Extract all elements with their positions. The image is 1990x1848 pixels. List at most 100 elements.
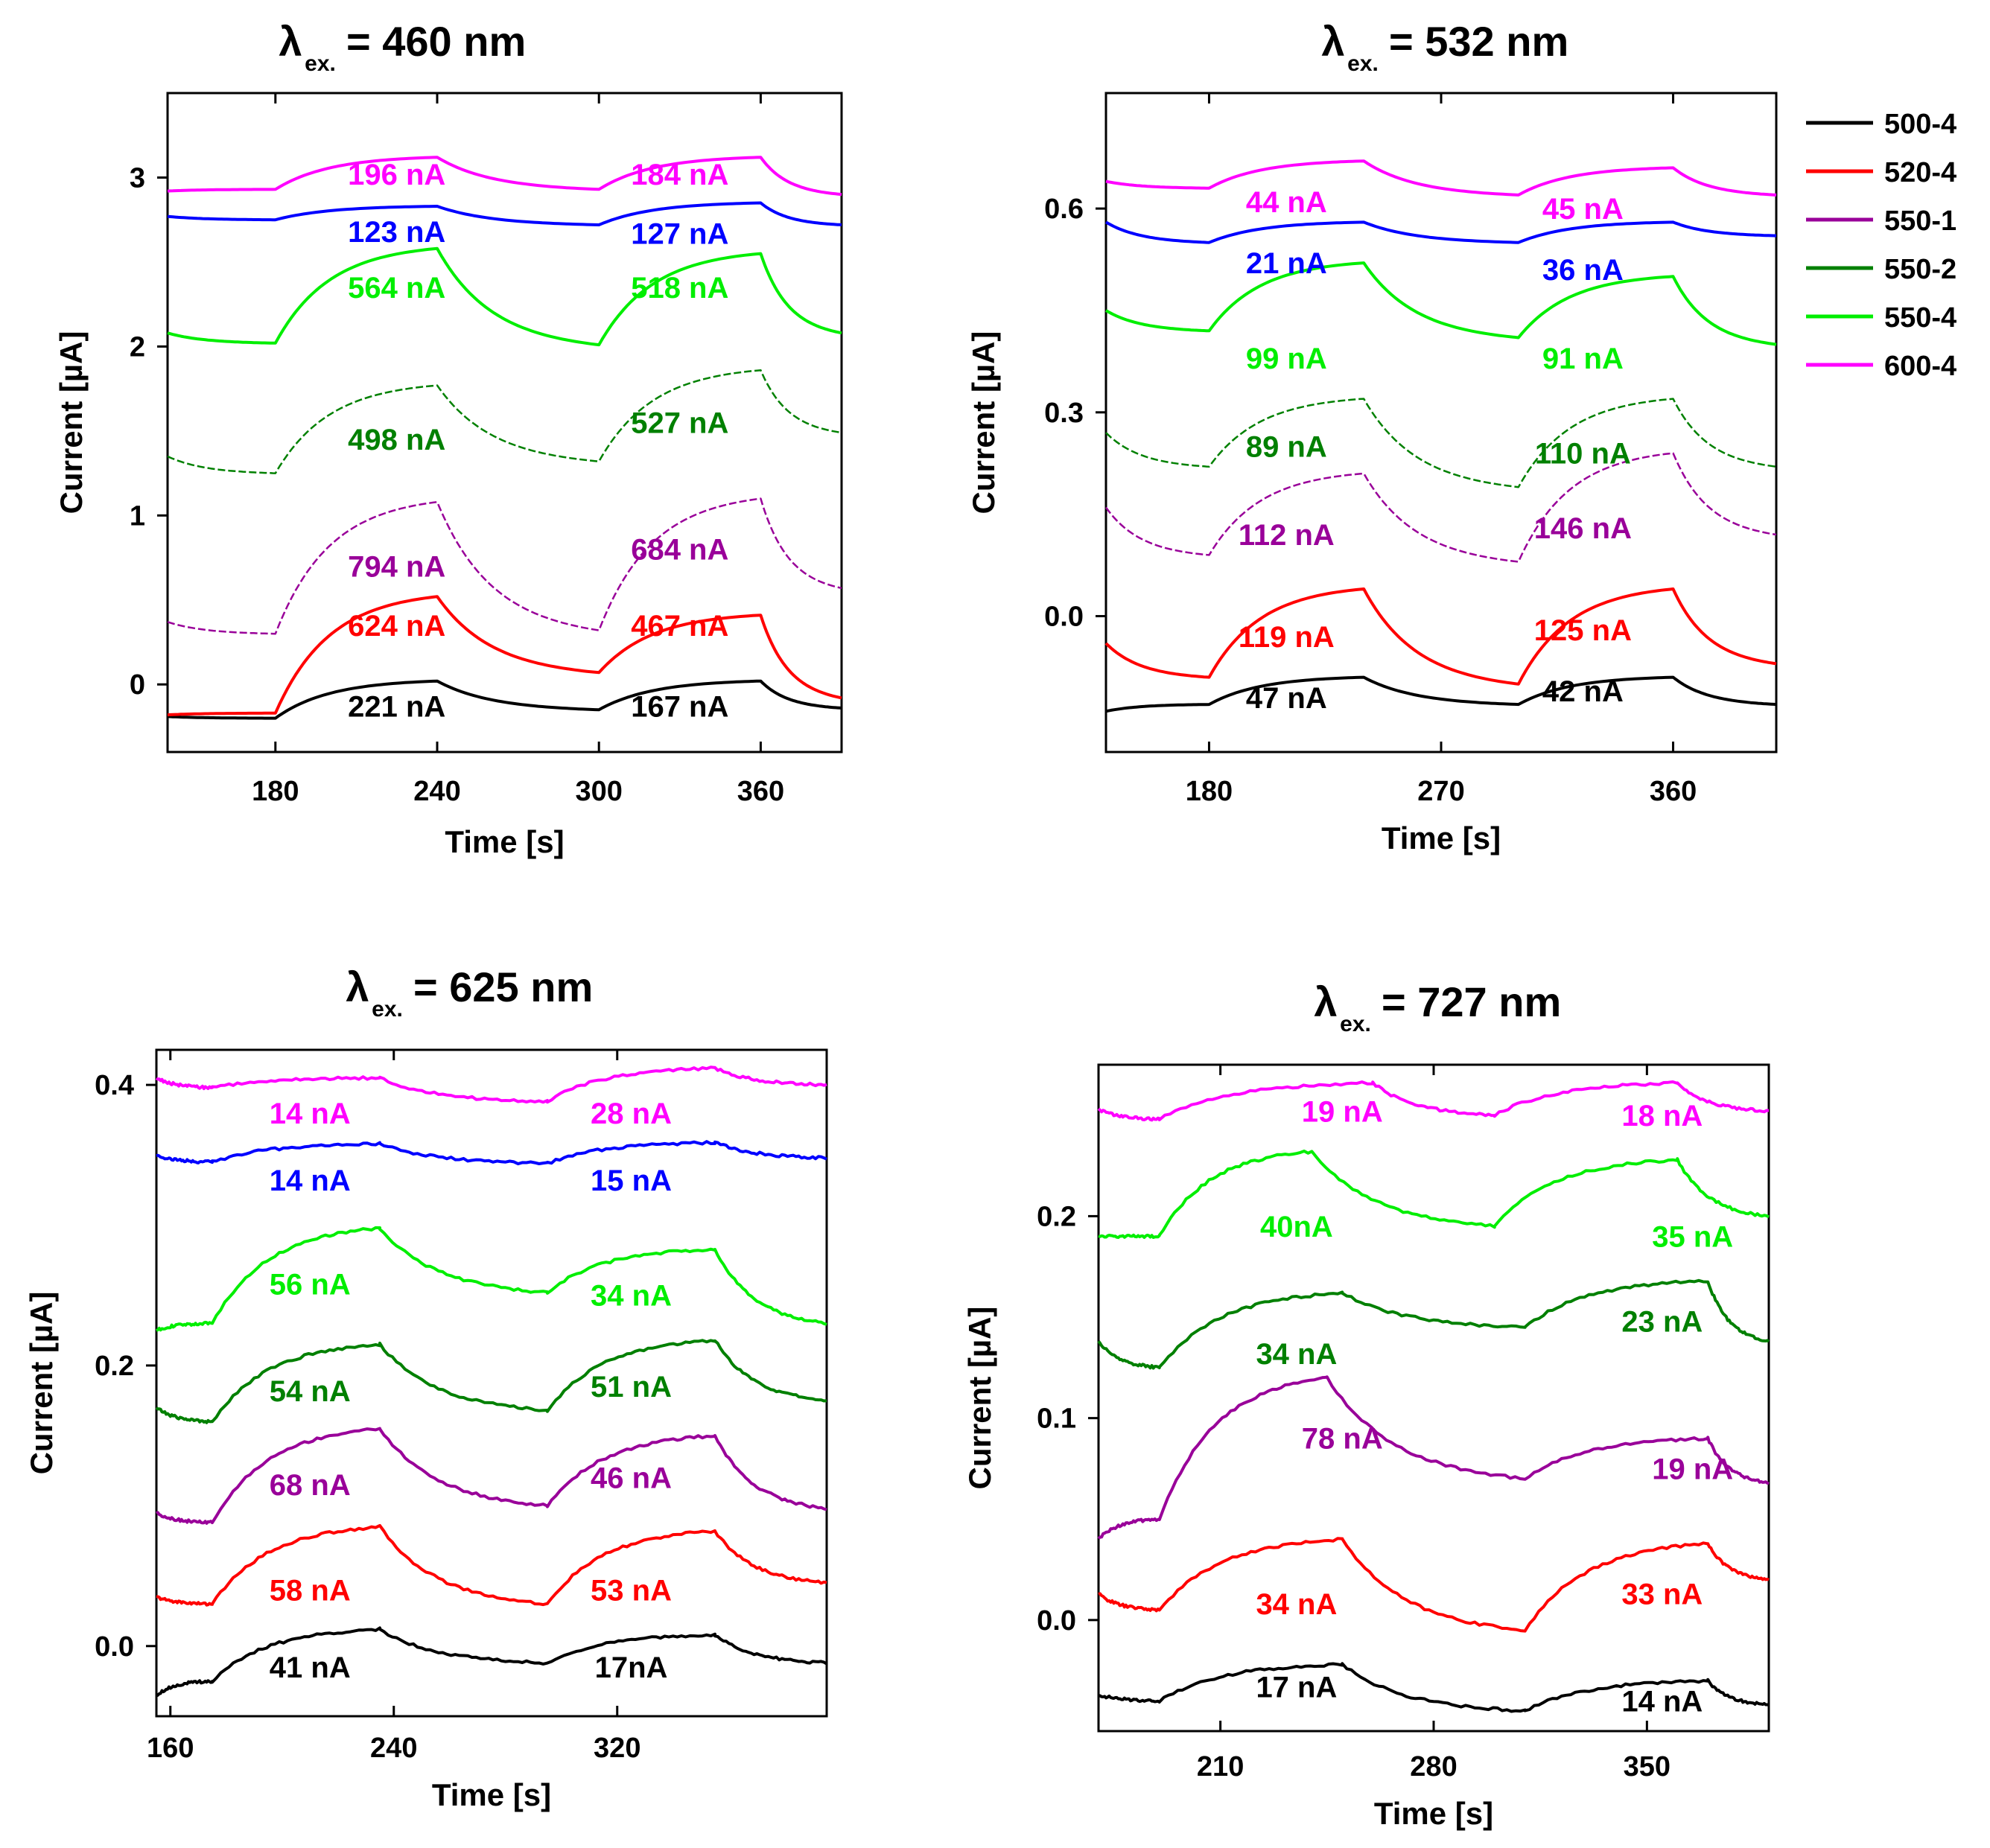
data-label: 41 nA [270, 1651, 351, 1684]
data-label: 19 nA [1302, 1095, 1383, 1128]
data-label: 56 nA [270, 1269, 351, 1301]
data-label: 44 nA [1246, 186, 1327, 219]
data-label: 196 nA [348, 159, 445, 191]
series-line-500-4 [1098, 1662, 1770, 1713]
series-line-600-4 [167, 156, 842, 197]
title-subscript: ex. [1340, 1012, 1371, 1036]
data-label: 47 nA [1246, 682, 1327, 715]
y-tick-label: 0.2 [1037, 1201, 1076, 1232]
y-tick-label: 0 [130, 669, 145, 701]
legend-label: 600-4 [1884, 351, 1956, 382]
data-label: 564 nA [348, 272, 445, 305]
series-line-550-1 [1097, 1375, 1770, 1540]
data-label: 99 nA [1246, 342, 1327, 375]
title-text: = 460 nm [346, 18, 526, 65]
data-label: 53 nA [591, 1574, 672, 1607]
x-tick-label: 300 [575, 776, 622, 807]
data-label: 28 nA [591, 1097, 672, 1130]
series-line-520-4 [1104, 587, 1777, 686]
data-label: 91 nA [1542, 342, 1624, 375]
data-label: 15 nA [591, 1164, 672, 1197]
data-label: 18 nA [1621, 1100, 1703, 1132]
title-subscript: ex. [305, 51, 336, 76]
x-tick-label: 320 [594, 1733, 640, 1764]
data-label: 14 nA [1621, 1685, 1703, 1718]
x-tick-label: 240 [413, 776, 460, 807]
series-line-600-4 [156, 1140, 827, 1166]
data-label: 46 nA [591, 1462, 672, 1495]
x-tick-label: 280 [1410, 1751, 1457, 1782]
y-axis-label: Current [µA] [54, 331, 89, 514]
chart-title: λ ex. = 460 nm [279, 18, 526, 76]
legend-label: 550-4 [1884, 302, 1956, 334]
data-label: 624 nA [348, 610, 445, 643]
title-subscript: ex. [372, 997, 403, 1022]
series-line-550-4 [1105, 261, 1777, 346]
series-line-520-4 [167, 595, 842, 717]
data-label: 34 nA [591, 1280, 672, 1313]
x-axis-label: Time [s] [1382, 821, 1501, 856]
data-label: 518 nA [631, 272, 728, 305]
series-line-550-1 [155, 1427, 827, 1525]
data-label: 58 nA [270, 1574, 351, 1607]
legend: 500-4 520-4 550-1 550-2 550-4 600-4 [1806, 109, 1956, 382]
legend-label: 550-2 [1884, 254, 1956, 285]
title-subscript: ex. [1347, 51, 1379, 76]
data-label: 112 nA [1239, 519, 1335, 552]
data-label: 467 nA [631, 610, 728, 643]
title-lambda: λ [1321, 18, 1344, 65]
y-axis-label: Current [µA] [966, 331, 1001, 514]
x-tick-label: 360 [737, 776, 784, 807]
chart-panel-2: λ ex. = 532 nm 180 270 360 0.0 0.3 0.6 Time [s] Cu… [966, 18, 1778, 856]
data-label: 794 nA [348, 550, 445, 583]
series-line-600-4 [155, 1065, 827, 1104]
series-line-550-4 [167, 246, 842, 347]
data-label: 54 nA [270, 1375, 351, 1408]
x-tick-label: 350 [1624, 1751, 1670, 1782]
x-tick-label: 210 [1197, 1751, 1244, 1782]
data-label: 36 nA [1542, 254, 1624, 287]
legend-label: 550-1 [1884, 205, 1956, 237]
data-label: 167 nA [631, 691, 728, 724]
chart-title: λ ex. = 532 nm [1321, 18, 1568, 76]
data-label: 19 nA [1652, 1453, 1733, 1485]
chart-title: λ ex. = 727 nm [1314, 978, 1561, 1036]
series-line-550-2 [1105, 398, 1777, 488]
y-tick-label: 0.0 [1044, 602, 1084, 633]
y-tick-label: 3 [130, 162, 145, 194]
series-line-550-4 [156, 1226, 827, 1332]
title-lambda: λ [279, 18, 302, 65]
plot-frame [1097, 1063, 1770, 1733]
data-label: 119 nA [1239, 621, 1335, 654]
series-line-550-2 [155, 1339, 827, 1424]
data-label: 23 nA [1621, 1305, 1703, 1338]
y-axis-label: Current [µA] [24, 1292, 59, 1475]
data-label: 127 nA [631, 217, 728, 250]
data-label: 34 nA [1256, 1588, 1337, 1621]
x-tick-label: 180 [252, 776, 299, 807]
series-line-600-4 [1097, 1080, 1769, 1122]
series-line-600-4 [167, 201, 842, 226]
series-line-500-4 [156, 1626, 828, 1698]
title-lambda: λ [346, 963, 369, 1010]
y-tick-label: 1 [130, 500, 145, 532]
data-label: 17nA [595, 1651, 668, 1684]
data-label: 14 nA [270, 1097, 351, 1130]
data-label: 17 nA [1256, 1671, 1337, 1704]
y-tick-label: 0.2 [95, 1351, 134, 1382]
data-label: 123 nA [348, 216, 445, 249]
plot-frame [166, 92, 843, 753]
x-tick-label: 270 [1417, 776, 1464, 807]
data-label: 684 nA [631, 534, 728, 567]
x-axis-label: Time [s] [1374, 1796, 1493, 1831]
x-axis-label: Time [s] [432, 1777, 551, 1812]
series-line-550-2 [1097, 1278, 1770, 1370]
data-label: 21 nA [1246, 247, 1327, 280]
chart-panel-1: λ ex. = 460 nm 180 240 300 360 0 1 2 3 Time [s] Curr… [54, 18, 843, 859]
plot-frame [1104, 92, 1778, 753]
data-label: 34 nA [1256, 1338, 1337, 1371]
chart-title: λ ex. = 625 nm [346, 963, 593, 1022]
data-label: 221 nA [348, 691, 445, 724]
y-axis-label: Current [µA] [962, 1307, 997, 1490]
